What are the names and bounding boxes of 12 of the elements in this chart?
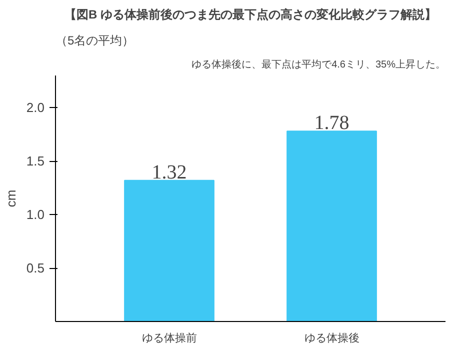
y-tick-label: 1.5 [26, 154, 45, 169]
y-tick-label: 1.0 [26, 207, 45, 222]
chart-subtitle: （5名の平均） [56, 34, 134, 48]
y-tick-label: 2.0 [26, 100, 45, 116]
chart-title: 【図B ゆる体操前後のつま先の最下点の高さの変化比較グラフ解説】 [64, 8, 436, 22]
data-label: 1.78 [314, 112, 350, 134]
x-tick-label: ゆる体操前 [142, 332, 197, 344]
x-tick-label: ゆる体操後 [304, 332, 360, 344]
y-tick-label: 0.5 [26, 260, 45, 276]
y-axis-title: cm [3, 190, 18, 208]
data-label: 1.32 [152, 161, 187, 184]
text: ゆる体操後に、最下点は平均で4.6ミリ、35%上昇した。 [192, 58, 446, 70]
